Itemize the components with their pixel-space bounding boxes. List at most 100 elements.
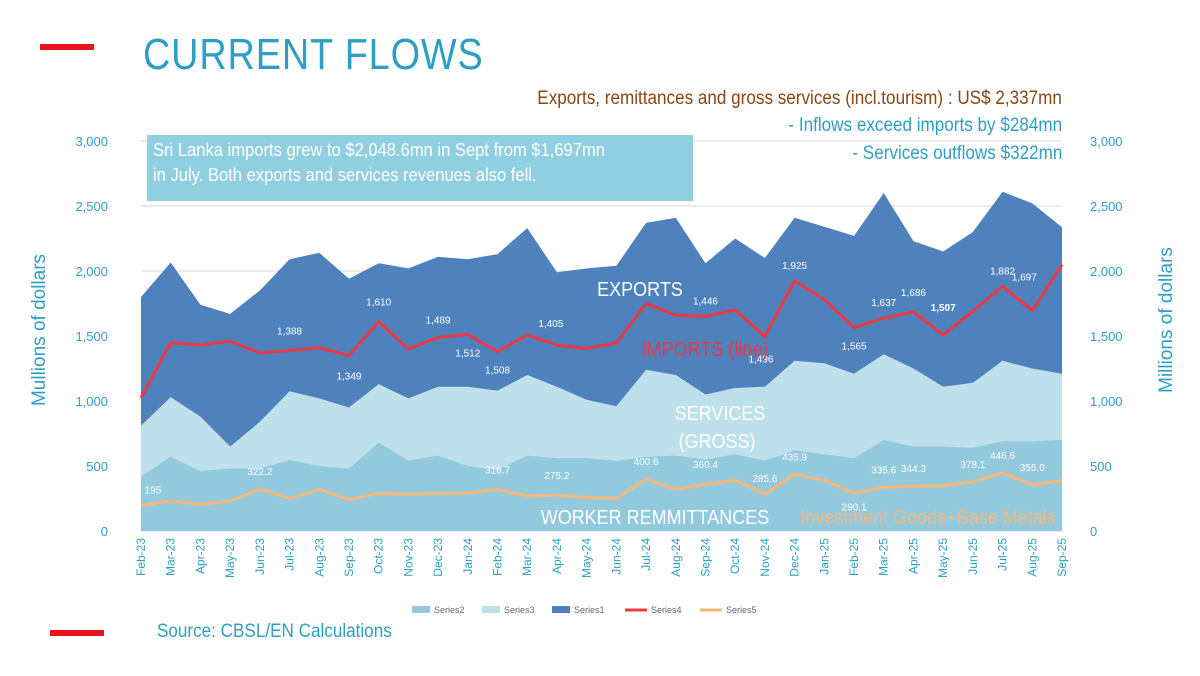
- x-tick-label: Feb-23: [134, 538, 148, 576]
- data-label: 344.3: [901, 464, 926, 475]
- data-label: 435.9: [782, 452, 807, 463]
- x-tick-label: Apr-24: [550, 538, 564, 574]
- area-series2: [141, 440, 1062, 531]
- data-label: 195: [145, 486, 162, 497]
- source-accent-bar: [50, 630, 104, 636]
- legend-label: Series3: [504, 605, 535, 615]
- y-tick-label-right: 0: [1090, 524, 1097, 539]
- x-tick-label: Mar-25: [877, 538, 891, 576]
- line-series5: [140, 471, 1063, 508]
- x-tick-label: Oct-24: [728, 538, 742, 574]
- x-tick-label: Dec-23: [431, 538, 445, 577]
- y-tick-label-left: 1,000: [75, 394, 108, 409]
- x-tick-label: Nov-24: [758, 538, 772, 577]
- chart-annotation: (GROSS): [679, 431, 756, 453]
- title-accent-bar: [40, 44, 94, 50]
- data-label: 1,925: [782, 261, 807, 272]
- data-label: 1,496: [748, 355, 773, 366]
- callout-line-1: Sri Lanka imports grew to $2,048.6mn in …: [153, 140, 605, 160]
- x-tick-label: Nov-23: [401, 538, 415, 577]
- x-tick-label: Jun-25: [966, 538, 980, 575]
- x-tick-label: Sep-24: [698, 538, 712, 577]
- headline: Exports, remittances and gross services …: [537, 88, 1062, 109]
- y-tick-label-left: 500: [86, 459, 108, 474]
- x-tick-label: Oct-23: [372, 538, 386, 574]
- x-tick-label: Jul-25: [996, 538, 1010, 571]
- y-tick-label-right: 1,500: [1090, 329, 1123, 344]
- chart-annotation: SERVICES: [675, 403, 766, 425]
- x-tick-label: Feb-25: [847, 538, 861, 576]
- x-tick-label: Jul-23: [283, 538, 297, 571]
- x-tick-label: Apr-25: [906, 538, 920, 574]
- data-label: 400.6: [634, 457, 659, 468]
- legend-swatch: [412, 606, 430, 613]
- y-tick-label-left: 1,500: [75, 329, 108, 344]
- data-label: 1,512: [455, 348, 480, 359]
- y-tick-label-left: 3,000: [75, 134, 108, 149]
- data-label: 378.1: [960, 460, 985, 471]
- x-tick-label: Jan-24: [461, 538, 475, 575]
- data-label: 1,388: [277, 327, 302, 338]
- y-tick-label-left: 2,000: [75, 264, 108, 279]
- legend-swatch: [552, 606, 570, 613]
- legend-swatch: [482, 606, 500, 613]
- x-tick-label: Sep-23: [342, 538, 356, 577]
- x-tick-label: Jun-23: [253, 538, 267, 575]
- data-label: 1,508: [485, 366, 510, 377]
- data-label: 1,637: [871, 298, 896, 309]
- chart-annotation: EXPORTS: [597, 279, 683, 301]
- x-tick-label: May-25: [936, 538, 950, 578]
- page-title: CURRENT FLOWS: [143, 30, 484, 79]
- data-label: 355.0: [1020, 463, 1045, 474]
- data-label: 446.6: [990, 451, 1015, 462]
- y-axis-title-right: Millions of dollars: [1156, 247, 1177, 393]
- data-label: 360.4: [693, 460, 718, 471]
- source-note: Source: CBSL/EN Calculations: [157, 621, 392, 642]
- x-tick-label: Jan-25: [817, 538, 831, 575]
- x-tick-label: Sep-25: [1055, 538, 1069, 577]
- legend-label: Series2: [434, 605, 465, 615]
- data-label: 1,882: [990, 266, 1015, 277]
- data-label: 1,610: [366, 298, 391, 309]
- x-tick-label: May-23: [223, 538, 237, 578]
- data-label: 1,349: [336, 372, 361, 383]
- data-label: 285.6: [752, 474, 777, 485]
- data-label: 1,405: [538, 319, 563, 330]
- x-tick-label: Jul-24: [639, 538, 653, 571]
- data-label: 290.1: [842, 502, 867, 513]
- x-tick-label: Dec-24: [788, 538, 802, 577]
- callout-box: Sri Lanka imports grew to $2,048.6mn in …: [147, 135, 693, 201]
- data-label: 335.6: [871, 465, 896, 476]
- y-tick-label-right: 500: [1090, 459, 1112, 474]
- data-label: 1,686: [901, 288, 926, 299]
- data-label: 322.2: [247, 467, 272, 478]
- chart-annotation: IMPORTS (line): [642, 339, 769, 361]
- line-series4: [139, 263, 1064, 399]
- y-tick-label-right: 2,500: [1090, 199, 1123, 214]
- y-tick-label-left: 2,500: [75, 199, 108, 214]
- x-tick-label: May-24: [580, 538, 594, 578]
- x-tick-label: Mar-23: [164, 538, 178, 576]
- x-tick-label: Mar-24: [520, 538, 534, 576]
- y-tick-label-right: 1,000: [1090, 394, 1123, 409]
- x-tick-label: Aug-23: [312, 538, 326, 577]
- data-label: 318.7: [485, 466, 510, 477]
- chart-annotation: Investment Goods+Base Metals: [800, 507, 1055, 529]
- x-tick-label: Aug-25: [1025, 538, 1039, 577]
- subheadline-services: - Services outflows $322mn: [851, 143, 1062, 164]
- data-label: 1,565: [842, 342, 867, 353]
- data-label: 1,489: [426, 315, 451, 326]
- x-tick-label: Apr-23: [193, 538, 207, 574]
- callout-line-2: in July. Both exports and services reven…: [153, 165, 537, 185]
- y-axis-title-left: Mullions of dollars: [29, 254, 50, 406]
- data-label: 1,507: [931, 303, 956, 314]
- x-tick-label: Feb-24: [491, 538, 505, 576]
- data-label: 275.2: [544, 471, 569, 482]
- y-tick-label-left: 0: [101, 524, 108, 539]
- x-tick-label: Aug-24: [669, 538, 683, 577]
- y-tick-label-right: 3,000: [1090, 134, 1123, 149]
- data-label: 1,697: [1012, 272, 1037, 283]
- x-tick-label: Jun-24: [609, 538, 623, 575]
- legend-label: Series4: [651, 605, 682, 615]
